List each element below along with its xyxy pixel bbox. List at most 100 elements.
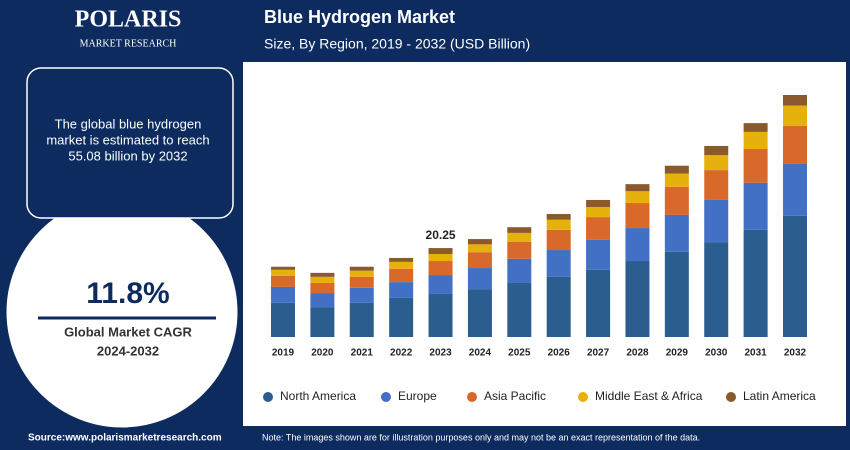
- bar-segment: [546, 229, 571, 251]
- bar-segment: [428, 248, 453, 254]
- cagr-circle: [3, 193, 241, 431]
- summary-line: 55.08 billion by 2032: [68, 148, 187, 163]
- bar-segment: [467, 289, 492, 337]
- x-tick-label: 2031: [744, 348, 767, 359]
- legend-swatch: [726, 392, 736, 402]
- x-tick-label: 2024: [469, 348, 492, 359]
- x-tick-label: 2023: [429, 348, 452, 359]
- bar-segment: [428, 253, 453, 262]
- bar-segment: [664, 214, 689, 252]
- bar-segment: [664, 186, 689, 215]
- x-tick-label: 2027: [587, 348, 610, 359]
- brand-name: POLARIS: [75, 7, 182, 33]
- bar-segment: [349, 266, 374, 271]
- bar-segment: [389, 297, 414, 337]
- bar-segment: [310, 307, 335, 337]
- bar-segment: [743, 123, 768, 132]
- source: Source:www.polarismarketresearch.com: [28, 433, 222, 444]
- x-tick-label: 2019: [272, 348, 295, 359]
- summary-box: [26, 67, 234, 219]
- bar-segment: [271, 302, 295, 337]
- bar-segment: [546, 250, 571, 277]
- x-tick-label: 2022: [390, 348, 413, 359]
- legend-label: Middle East & Africa: [595, 389, 703, 403]
- legend-swatch: [381, 392, 391, 402]
- bar-segment: [310, 276, 335, 283]
- bar-segment: [389, 268, 414, 283]
- bar-segment: [428, 275, 453, 294]
- bar-segment: [625, 203, 650, 229]
- legend-label: Latin America: [743, 389, 816, 403]
- bar-segment: [467, 268, 492, 290]
- brand-tagline: MARKET RESEARCH: [80, 38, 177, 49]
- bar-segment: [467, 244, 492, 253]
- bar-segment: [625, 261, 650, 337]
- cagr-caption: Global Market CAGR: [64, 324, 192, 339]
- bar-segment: [507, 227, 532, 233]
- bar-segment: [428, 293, 453, 337]
- bar-segment: [783, 125, 807, 164]
- bar-segment: [783, 95, 807, 106]
- bar-segment: [664, 165, 689, 174]
- bar-segment: [783, 105, 807, 126]
- bar-segment: [467, 252, 492, 269]
- bar-segment: [310, 272, 335, 277]
- bar-segment: [507, 232, 532, 242]
- bar-segment: [743, 131, 768, 150]
- bar-segment: [271, 286, 295, 303]
- x-tick-label: 2029: [666, 348, 689, 359]
- bar-segment: [507, 282, 532, 337]
- bar-segment: [467, 239, 492, 245]
- bar-segment: [586, 199, 611, 207]
- legend-label: North America: [280, 389, 356, 403]
- bar-segment: [271, 275, 295, 287]
- bar-segment: [704, 145, 729, 156]
- bar-segment: [546, 276, 571, 337]
- cagr-period: 2024-2032: [97, 343, 159, 358]
- bar-segment: [664, 173, 689, 187]
- bar-segment: [743, 182, 768, 230]
- bar-segment: [586, 217, 611, 240]
- bar-segment: [349, 287, 374, 303]
- x-tick-label: 2026: [548, 348, 571, 359]
- chart-subtitle: Size, By Region, 2019 - 2032 (USD Billio…: [264, 36, 530, 52]
- legend-label: Asia Pacific: [484, 389, 546, 403]
- total-label: 20.25: [426, 228, 456, 242]
- bar-segment: [349, 270, 374, 277]
- legend-swatch: [578, 392, 588, 402]
- bar-segment: [586, 239, 611, 270]
- bar-segment: [546, 214, 571, 220]
- bar-segment: [428, 261, 453, 276]
- cagr-value: 11.8%: [86, 277, 169, 310]
- bar-segment: [349, 302, 374, 337]
- bar-segment: [783, 163, 807, 216]
- bar-segment: [704, 155, 729, 171]
- chart-title: Blue Hydrogen Market: [264, 7, 455, 27]
- bar-segment: [783, 215, 807, 337]
- bar-segment: [625, 184, 650, 192]
- bar-segment: [664, 251, 689, 337]
- bar-segment: [704, 199, 729, 243]
- x-tick-label: 2020: [311, 348, 334, 359]
- bar-segment: [743, 229, 768, 337]
- bar-segment: [586, 269, 611, 337]
- bar-segment: [389, 257, 414, 262]
- x-tick-label: 2028: [626, 348, 649, 359]
- bar-segment: [310, 282, 335, 294]
- legend-label: Europe: [398, 389, 437, 403]
- bar-segment: [389, 261, 414, 269]
- bar-segment: [704, 242, 729, 337]
- bar-segment: [349, 276, 374, 288]
- x-tick-label: 2030: [705, 348, 728, 359]
- summary-line: market is estimated to reach: [46, 132, 209, 147]
- bar-segment: [704, 170, 729, 200]
- note: Note: The images shown are for illustrat…: [262, 432, 700, 442]
- bar-segment: [586, 206, 611, 218]
- bar-segment: [507, 241, 532, 259]
- bar-segment: [310, 293, 335, 308]
- bar-segment: [625, 191, 650, 204]
- x-tick-label: 2021: [351, 348, 374, 359]
- bar-segment: [271, 266, 295, 270]
- bar-segment: [389, 282, 414, 298]
